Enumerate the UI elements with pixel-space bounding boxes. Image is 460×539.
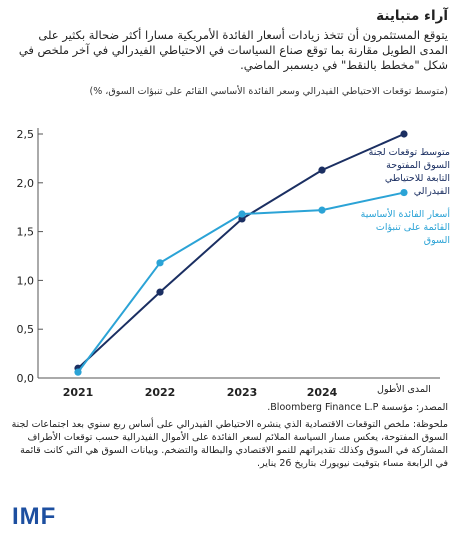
x-tick-label: 2021 [63,386,94,399]
series-0-point-4 [400,130,408,138]
y-tick-label: 0,0 [17,372,35,385]
series-1-point-2 [238,210,246,218]
series-0-point-3 [318,166,326,174]
legend-fomc-expectations: متوسط توقعات لجنة السوق المفتوحة التابعة… [368,147,450,197]
y-tick-label: 1,0 [17,274,35,287]
y-tick-label: 2,0 [17,177,35,190]
series-line-0 [77,133,405,369]
x-tick-label: 2022 [145,386,176,399]
source-text: المصدر: مؤسسة Bloomberg Finance L.P. [267,402,448,413]
imf-logo: IMF [12,503,57,530]
intro-text: يتوقع المستثمرون أن تتخذ زيادات أسعار ال… [18,28,448,72]
x-tick-label: 2023 [227,386,258,399]
series-0-point-1 [156,288,164,296]
series-1-point-0 [74,368,82,376]
y-tick-label: 1,5 [17,226,35,239]
page-title: آراء متباينة [376,8,448,24]
y-tick-label: 2,5 [17,128,35,141]
x-tick-label: 2024 [307,386,338,399]
y-tick-label: 0,5 [17,323,35,336]
chart-subtitle: (متوسط توقعات الاحتياطي الفيدرالي وسعر ا… [89,86,448,97]
line-chart: 0,0 0,5 1,0 1,5 2,0 2,5 2021 2022 2023 2024 المدى … [17,128,440,399]
series-1-point-1 [156,259,164,267]
legend-market-rates: أسعار الفائدة الأساسية القائمة على تنبؤا… [360,209,450,246]
note-text: ملحوظة: ملخص التوقعات الاقتصادية الذي ين… [11,419,448,469]
series-1-point-3 [318,206,326,214]
series-1-point-4 [400,188,408,197]
x-tick-label: المدى الأطول [377,383,431,395]
